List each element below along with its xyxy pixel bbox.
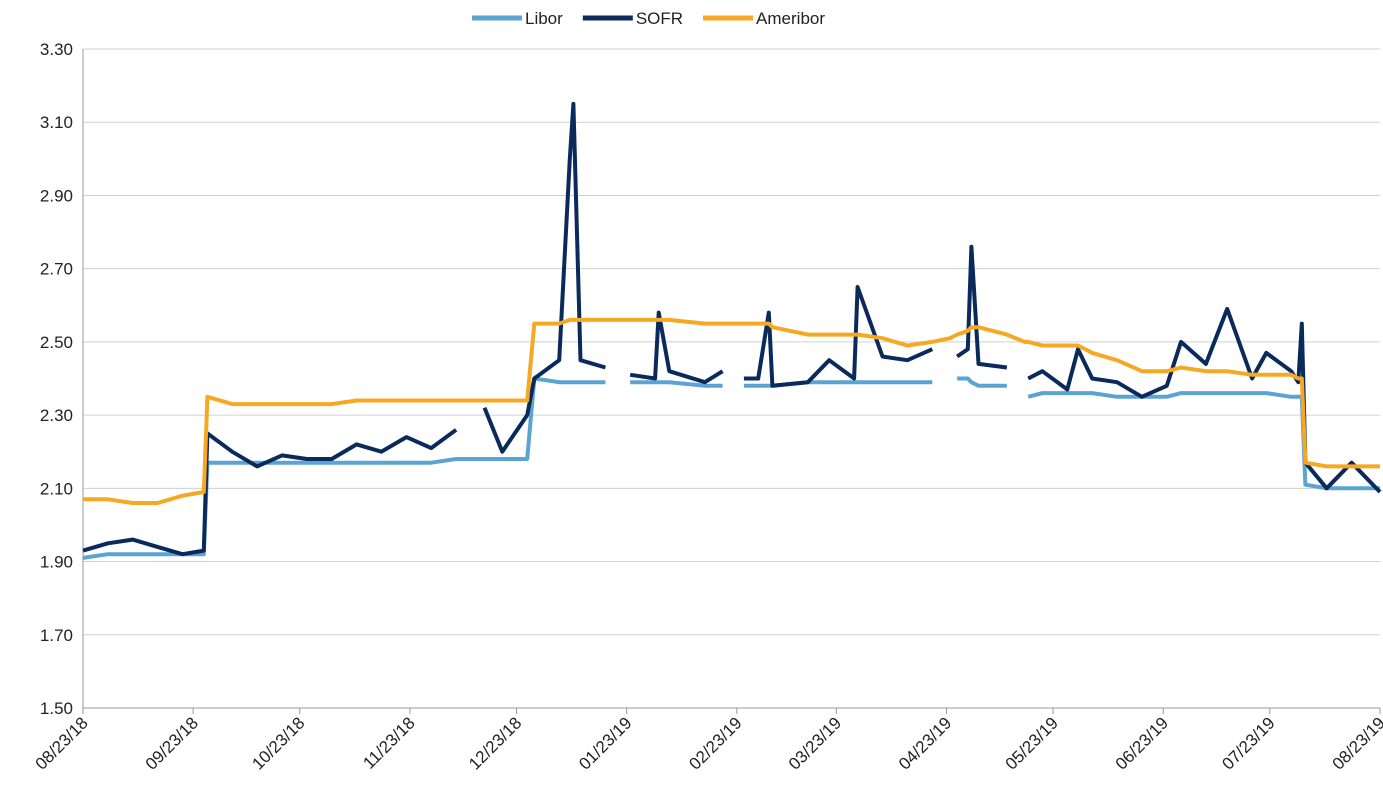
x-tick-label: 03/23/19 <box>785 713 845 773</box>
y-tick-label: 1.70 <box>40 626 73 645</box>
y-tick-label: 2.70 <box>40 260 73 279</box>
legend: Libor SOFR Ameribor <box>472 9 825 28</box>
y-tick-label: 2.30 <box>40 406 73 425</box>
y-tick-label: 2.50 <box>40 333 73 352</box>
y-tick-label: 2.10 <box>40 479 73 498</box>
x-tick-label: 01/23/19 <box>575 713 635 773</box>
x-tick-label: 08/23/19 <box>1329 713 1383 773</box>
y-tick-label: 3.30 <box>40 40 73 59</box>
x-tick-label: 04/23/19 <box>895 713 955 773</box>
x-tick-label: 12/23/18 <box>465 713 525 773</box>
series-line <box>82 376 1380 560</box>
series-line <box>83 317 1380 505</box>
x-tick-label: 06/23/19 <box>1112 713 1172 773</box>
x-tick-label: 05/23/19 <box>1002 713 1062 773</box>
x-tick-label: 07/23/19 <box>1218 713 1278 773</box>
x-tick-label: 09/23/18 <box>142 713 202 773</box>
x-tick-label: 10/23/18 <box>248 713 308 773</box>
legend-label: SOFR <box>636 9 683 28</box>
y-tick-label: 1.50 <box>40 699 73 718</box>
legend-label: Libor <box>525 9 563 28</box>
y-tick-label: 2.90 <box>40 186 73 205</box>
x-tick-label: 11/23/18 <box>359 713 418 772</box>
x-tick-label: 08/23/18 <box>32 713 92 773</box>
y-tick-label: 1.90 <box>40 553 73 572</box>
series-line <box>82 101 1382 557</box>
legend-label: Ameribor <box>756 9 825 28</box>
x-tick-label: 02/23/19 <box>685 713 745 773</box>
y-tick-label: 3.10 <box>40 113 73 132</box>
